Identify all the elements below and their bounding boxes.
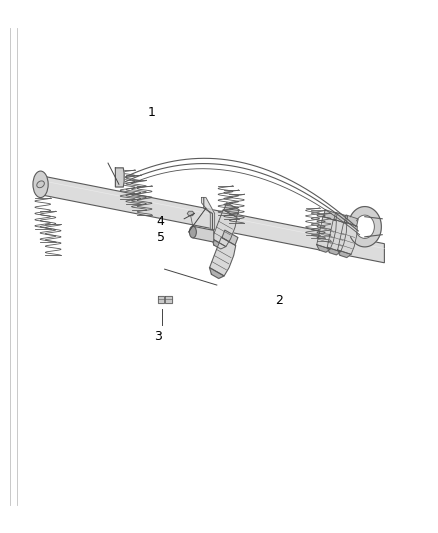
Polygon shape — [209, 268, 224, 278]
Polygon shape — [116, 168, 124, 187]
Polygon shape — [36, 175, 385, 263]
Polygon shape — [344, 215, 358, 226]
Polygon shape — [338, 250, 351, 257]
Polygon shape — [187, 211, 194, 216]
Polygon shape — [212, 209, 237, 247]
Polygon shape — [158, 296, 164, 303]
Polygon shape — [327, 219, 347, 252]
Polygon shape — [317, 216, 336, 249]
Polygon shape — [212, 239, 226, 249]
Polygon shape — [317, 245, 330, 252]
Text: 3: 3 — [154, 330, 162, 343]
Polygon shape — [327, 247, 341, 255]
Polygon shape — [338, 222, 357, 254]
Ellipse shape — [33, 171, 48, 198]
Text: 4: 4 — [157, 215, 165, 228]
Ellipse shape — [189, 226, 196, 238]
Polygon shape — [209, 237, 236, 276]
Ellipse shape — [37, 181, 44, 188]
Polygon shape — [201, 198, 215, 229]
Polygon shape — [324, 209, 337, 221]
Polygon shape — [224, 203, 239, 217]
Text: 2: 2 — [276, 294, 283, 308]
Polygon shape — [222, 230, 238, 245]
Polygon shape — [334, 212, 348, 223]
Text: 1: 1 — [148, 106, 155, 119]
Text: 5: 5 — [157, 231, 165, 244]
Polygon shape — [193, 226, 214, 242]
Polygon shape — [166, 296, 172, 303]
Polygon shape — [350, 207, 381, 247]
